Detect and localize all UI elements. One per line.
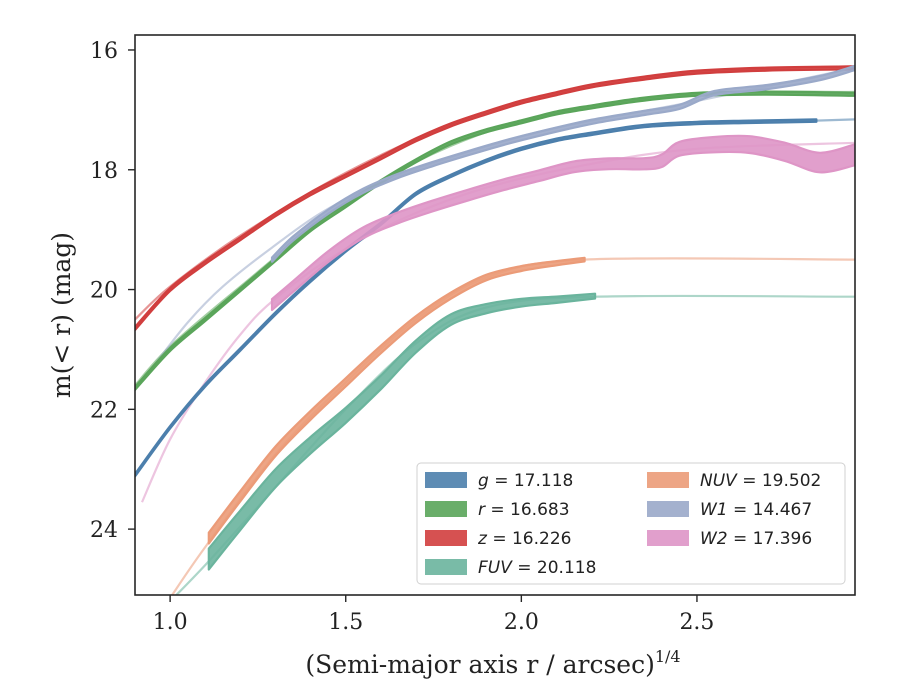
legend-swatch-g xyxy=(425,472,467,488)
x-tick-label: 1.0 xyxy=(153,610,188,635)
data-bands-layer xyxy=(135,64,855,571)
legend-label-z: z = 16.226 xyxy=(477,529,571,549)
model-line-g xyxy=(816,118,855,122)
data-band-nuv xyxy=(207,256,586,545)
y-tick-label: 24 xyxy=(90,518,118,543)
x-tick-label: 1.5 xyxy=(328,610,363,635)
legend-label-w1: W1 = 14.467 xyxy=(700,500,812,520)
x-axis-label: (Semi-major axis r / arcsec)1/4 xyxy=(305,647,680,679)
x-tick-label: 2.0 xyxy=(504,610,539,635)
model-line-w1 xyxy=(151,66,855,369)
legend-frame xyxy=(416,462,846,585)
legend-swatch-nuv xyxy=(647,472,689,488)
data-band-w2 xyxy=(270,134,855,311)
data-band-z xyxy=(135,65,855,332)
legend-swatch-z xyxy=(425,530,467,546)
legend-label-r: r = 16.683 xyxy=(478,500,570,520)
x-tick-label: 2.5 xyxy=(679,610,714,635)
x-axis-label-text: (Semi-major axis r / arcsec) xyxy=(305,650,654,679)
x-axis-label-exponent: 1/4 xyxy=(655,647,681,666)
legend-swatch-r xyxy=(425,501,467,517)
data-band-r xyxy=(135,90,855,391)
y-tick-label: 20 xyxy=(90,279,118,304)
y-tick-label: 22 xyxy=(90,398,118,423)
data-band-g xyxy=(135,118,818,478)
legend-label-nuv: NUV = 19.502 xyxy=(700,471,821,491)
legend-label-fuv: FUV = 20.118 xyxy=(478,558,596,578)
data-band-fuv xyxy=(207,292,597,571)
legend-swatch-w1 xyxy=(647,501,689,517)
legend-label-g: g = 17.118 xyxy=(478,471,573,491)
model-line-w2 xyxy=(140,141,855,503)
legend-swatch-w2 xyxy=(647,530,689,546)
legend: g = 17.118 r = 16.683 z = 16.226 FUV = 20.1… xyxy=(416,462,846,585)
y-axis-label: m(< r) (mag) xyxy=(47,232,76,398)
plot-frame xyxy=(134,34,856,596)
data-band-w1 xyxy=(270,64,855,263)
legend-label-w2: W2 = 17.396 xyxy=(700,529,812,549)
legend-swatch-fuv xyxy=(425,559,467,575)
y-tick-label: 18 xyxy=(90,159,118,184)
y-tick-label: 16 xyxy=(90,39,118,64)
axis-ticks-layer: 1.0 1.5 2.0 2.5 16 18 20 22 24 xyxy=(90,39,714,635)
